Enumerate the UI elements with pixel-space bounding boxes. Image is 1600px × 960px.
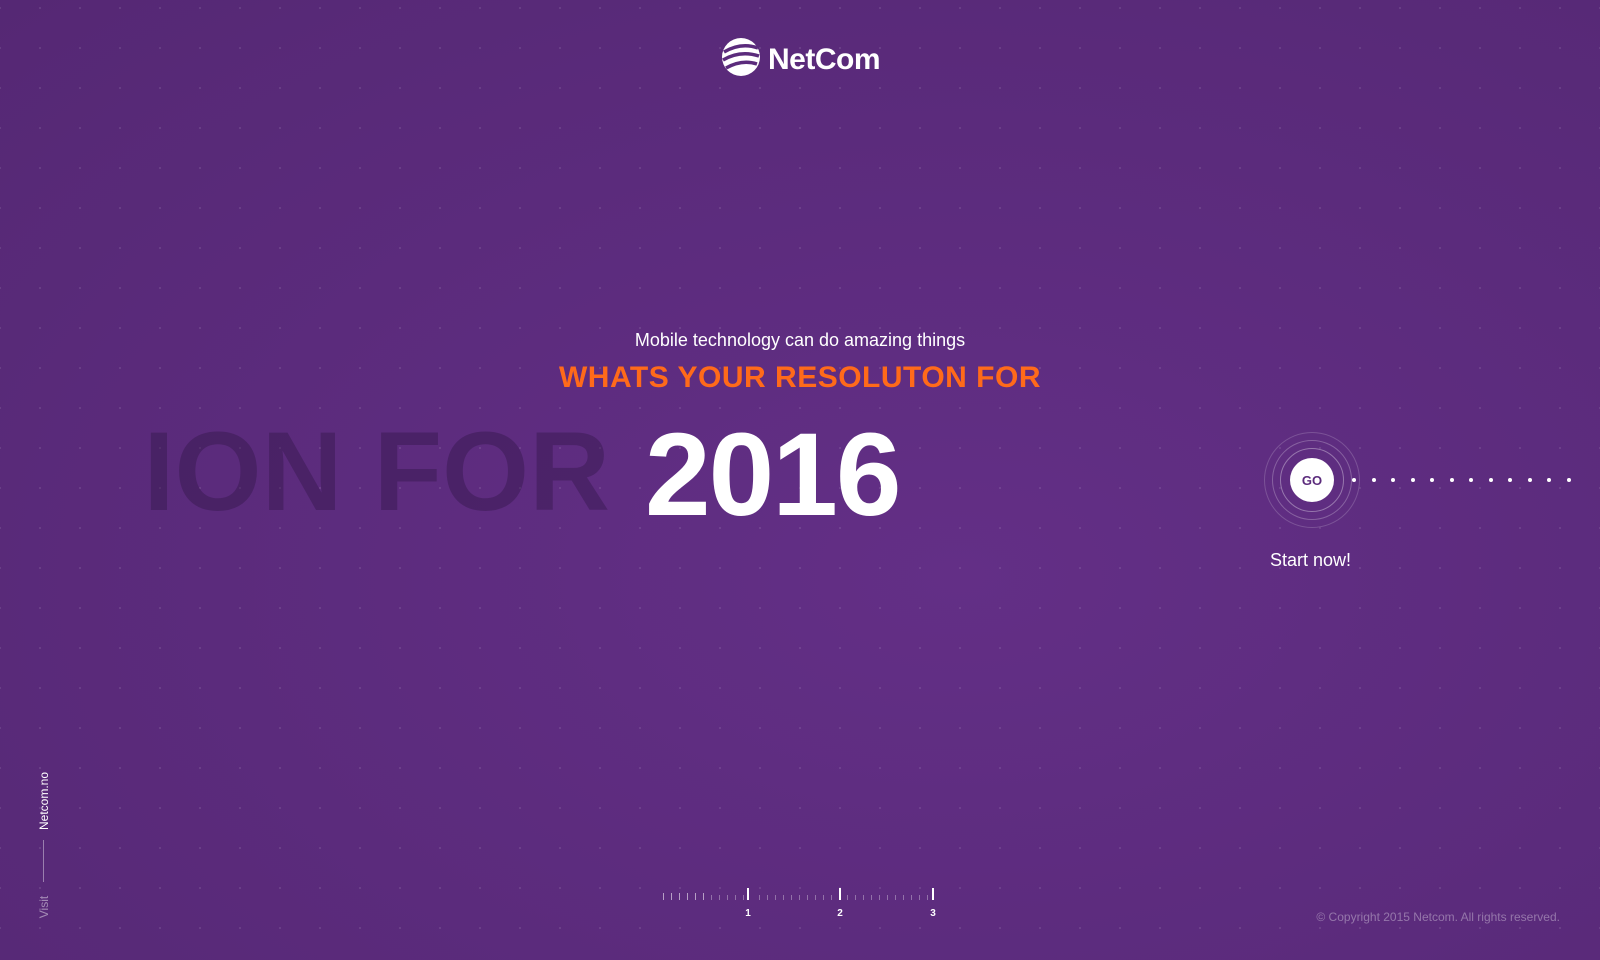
- brand-name: NetCom: [767, 42, 881, 76]
- hero-year: 2016: [645, 409, 902, 541]
- start-now-label[interactable]: Start now!: [1270, 550, 1352, 570]
- ruler-tick: [783, 895, 784, 900]
- ruler-tick: [799, 895, 800, 900]
- ruler-tick: [855, 895, 856, 900]
- step-label-1[interactable]: 1: [745, 908, 751, 919]
- pulse-ring: [1272, 440, 1352, 520]
- ruler-tick: [839, 888, 841, 900]
- ruler-tick: [903, 895, 904, 900]
- go-dotted-track: [1352, 478, 1571, 482]
- ruler-tick: [879, 895, 880, 900]
- ruler-tick: [719, 895, 720, 900]
- side-divider: [43, 840, 44, 882]
- pulse-ring: [1264, 432, 1360, 528]
- go-button[interactable]: GO: [1290, 458, 1334, 502]
- ruler-tick: [919, 895, 920, 900]
- ruler-tick: [747, 888, 749, 900]
- ruler-tick: [911, 895, 912, 900]
- ruler-tick: [887, 895, 888, 900]
- go-widget: GO: [1264, 432, 1360, 528]
- ruler-tick: [679, 893, 680, 900]
- ruler-tick: [727, 895, 728, 900]
- hero-year-line: ION FOR 2016: [0, 408, 1600, 538]
- ruler-tick: [663, 893, 664, 900]
- ruler-tick: [847, 895, 848, 900]
- ruler-tick: [743, 895, 744, 900]
- hero-subtitle: Mobile technology can do amazing things: [634, 330, 966, 350]
- hero-headline: WHATS YOUR RESOLUTON FOR: [558, 361, 1041, 394]
- ruler-tick: [767, 895, 768, 900]
- ruler-tick: [871, 895, 872, 900]
- step-label-3[interactable]: 3: [930, 908, 936, 919]
- ruler-tick: [695, 893, 696, 900]
- ruler-tick: [687, 893, 688, 900]
- ruler-tick: [703, 893, 704, 900]
- side-visit-label: Visit: [37, 895, 51, 919]
- side-visit-link[interactable]: Netcom.no Visit: [34, 760, 54, 925]
- side-site-label[interactable]: Netcom.no: [37, 771, 51, 831]
- ruler-tick: [711, 895, 712, 900]
- copyright-text: © Copyright 2015 Netcom. All rights rese…: [1316, 910, 1560, 924]
- netcom-globe-icon: [720, 36, 762, 83]
- ruler-tick: [895, 895, 896, 900]
- ruler-tick: [863, 895, 864, 900]
- step-label-2[interactable]: 2: [837, 908, 843, 919]
- ruler-tick: [831, 895, 832, 900]
- ruler-tick: [735, 895, 736, 900]
- ruler-tick: [815, 895, 816, 900]
- brand-logo[interactable]: NetCom: [720, 36, 881, 83]
- ruler-tick: [932, 888, 934, 900]
- ruler-tick: [671, 893, 672, 900]
- progress-ruler[interactable]: 1 2 3: [662, 884, 942, 924]
- pulse-ring: [1280, 448, 1344, 512]
- ruler-tick: [927, 895, 928, 900]
- ruler-tick: [823, 895, 824, 900]
- ruler-tick: [807, 895, 808, 900]
- ruler-tick: [791, 895, 792, 900]
- ruler-tick: [775, 895, 776, 900]
- ruler-tick: [759, 895, 760, 900]
- hero-ghost-text: ION FOR: [143, 409, 610, 534]
